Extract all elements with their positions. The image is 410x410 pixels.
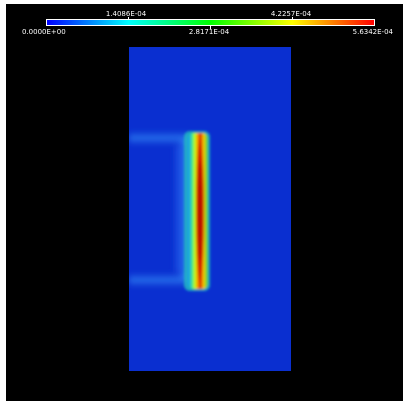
hot-strip bbox=[184, 131, 210, 291]
colorbar-label-min: 0.0000E+00 bbox=[22, 28, 66, 36]
colorbar-label-q1: 1.4086E-04 bbox=[105, 10, 147, 18]
contour-field-svg bbox=[129, 47, 291, 371]
colorbar-gradient bbox=[46, 17, 375, 29]
colorbar-label-max: 5.6342E-04 bbox=[352, 28, 393, 36]
render-viewport[interactable]: 1.4086E-04 4.2257E-04 0.0000E+00 2.8171E… bbox=[6, 4, 403, 401]
wake-region bbox=[129, 131, 189, 287]
colorbar-tick-q1 bbox=[128, 17, 129, 20]
colorbar-label-q3: 4.2257E-04 bbox=[270, 10, 312, 18]
colorbar-label-mid: 2.8171E-04 bbox=[188, 28, 230, 36]
contour-field-plot[interactable] bbox=[129, 47, 291, 371]
colorbar-tick-q3 bbox=[292, 17, 293, 20]
colorbar-tick-mid bbox=[210, 26, 211, 29]
